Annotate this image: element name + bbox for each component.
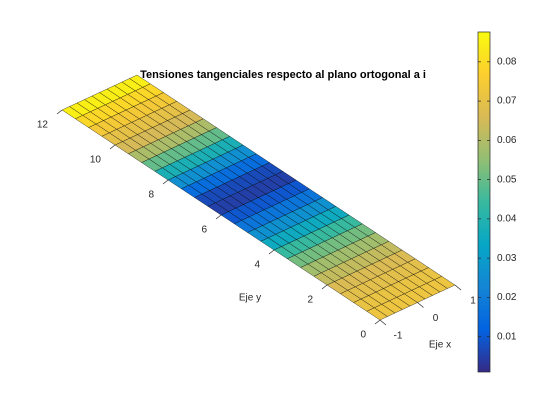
y-tick	[162, 179, 169, 185]
y-axis-label: Eje y	[239, 293, 261, 304]
colorbar-tick-label: 0.06	[497, 135, 517, 146]
y-tick	[109, 144, 116, 150]
y-tick-label: 4	[254, 260, 260, 271]
colorbar-tick-label: 0.03	[497, 253, 517, 264]
y-tick	[268, 249, 275, 255]
x-tick-label: -1	[394, 331, 403, 342]
colorbar-tick-label: 0.01	[497, 331, 517, 342]
y-tick-label: 6	[201, 225, 207, 236]
colorbar-tick-label: 0.02	[497, 292, 517, 303]
y-tick-label: 10	[90, 155, 102, 166]
y-tick-label: 12	[37, 120, 49, 131]
x-tick	[379, 319, 387, 326]
x-tick	[417, 302, 424, 308]
surface-cell	[129, 74, 151, 88]
colorbar-tick-label: 0.04	[497, 214, 517, 225]
surface	[61, 74, 456, 321]
chart-title: Tensiones tangenciales respecto al plano…	[140, 69, 426, 81]
y-tick	[321, 284, 328, 290]
x-tick-label: 1	[470, 296, 476, 307]
y-tick	[374, 319, 381, 325]
colorbar	[477, 31, 491, 373]
y-tick	[215, 214, 222, 220]
colorbar-tick-label: 0.08	[497, 56, 517, 67]
colorbar-tick-label: 0.07	[497, 96, 517, 107]
y-tick-label: 0	[360, 330, 366, 341]
x-tick-label: 0	[433, 313, 439, 324]
x-axis-label: Eje x	[429, 340, 451, 351]
x-tick	[454, 284, 462, 291]
colorbar-tick-label: 0.05	[497, 174, 517, 185]
y-tick-label: 2	[307, 295, 313, 306]
y-tick-label: 8	[148, 190, 154, 201]
y-tick	[56, 109, 63, 115]
